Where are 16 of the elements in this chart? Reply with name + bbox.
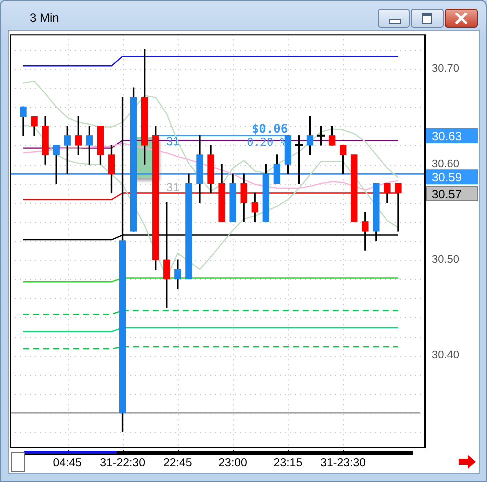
ref-line-label: 30.59 bbox=[432, 170, 462, 184]
x-tick-label: 22:45 bbox=[164, 457, 192, 470]
y-tick-label: 30.70 bbox=[432, 63, 460, 76]
text: 30.63 bbox=[432, 129, 462, 144]
y-tick-label: 30.60 bbox=[432, 158, 460, 171]
x-tick-label: 23:15 bbox=[274, 457, 303, 470]
x-tick-label: 04:45 bbox=[53, 457, 82, 470]
x-tick-label: 31-22:30 bbox=[100, 457, 146, 470]
annotation: $0.06 bbox=[252, 122, 288, 136]
y-tick-label: 30.40 bbox=[432, 350, 460, 362]
x-tick-label: 23:00 bbox=[218, 457, 248, 470]
chart-title: 3 Min bbox=[30, 11, 60, 25]
y-tick-label: 30.50 bbox=[432, 254, 460, 266]
text: 30.57 bbox=[432, 187, 462, 202]
annotation: 31 bbox=[166, 180, 180, 194]
x-tick-label: 31-23:30 bbox=[320, 457, 366, 470]
